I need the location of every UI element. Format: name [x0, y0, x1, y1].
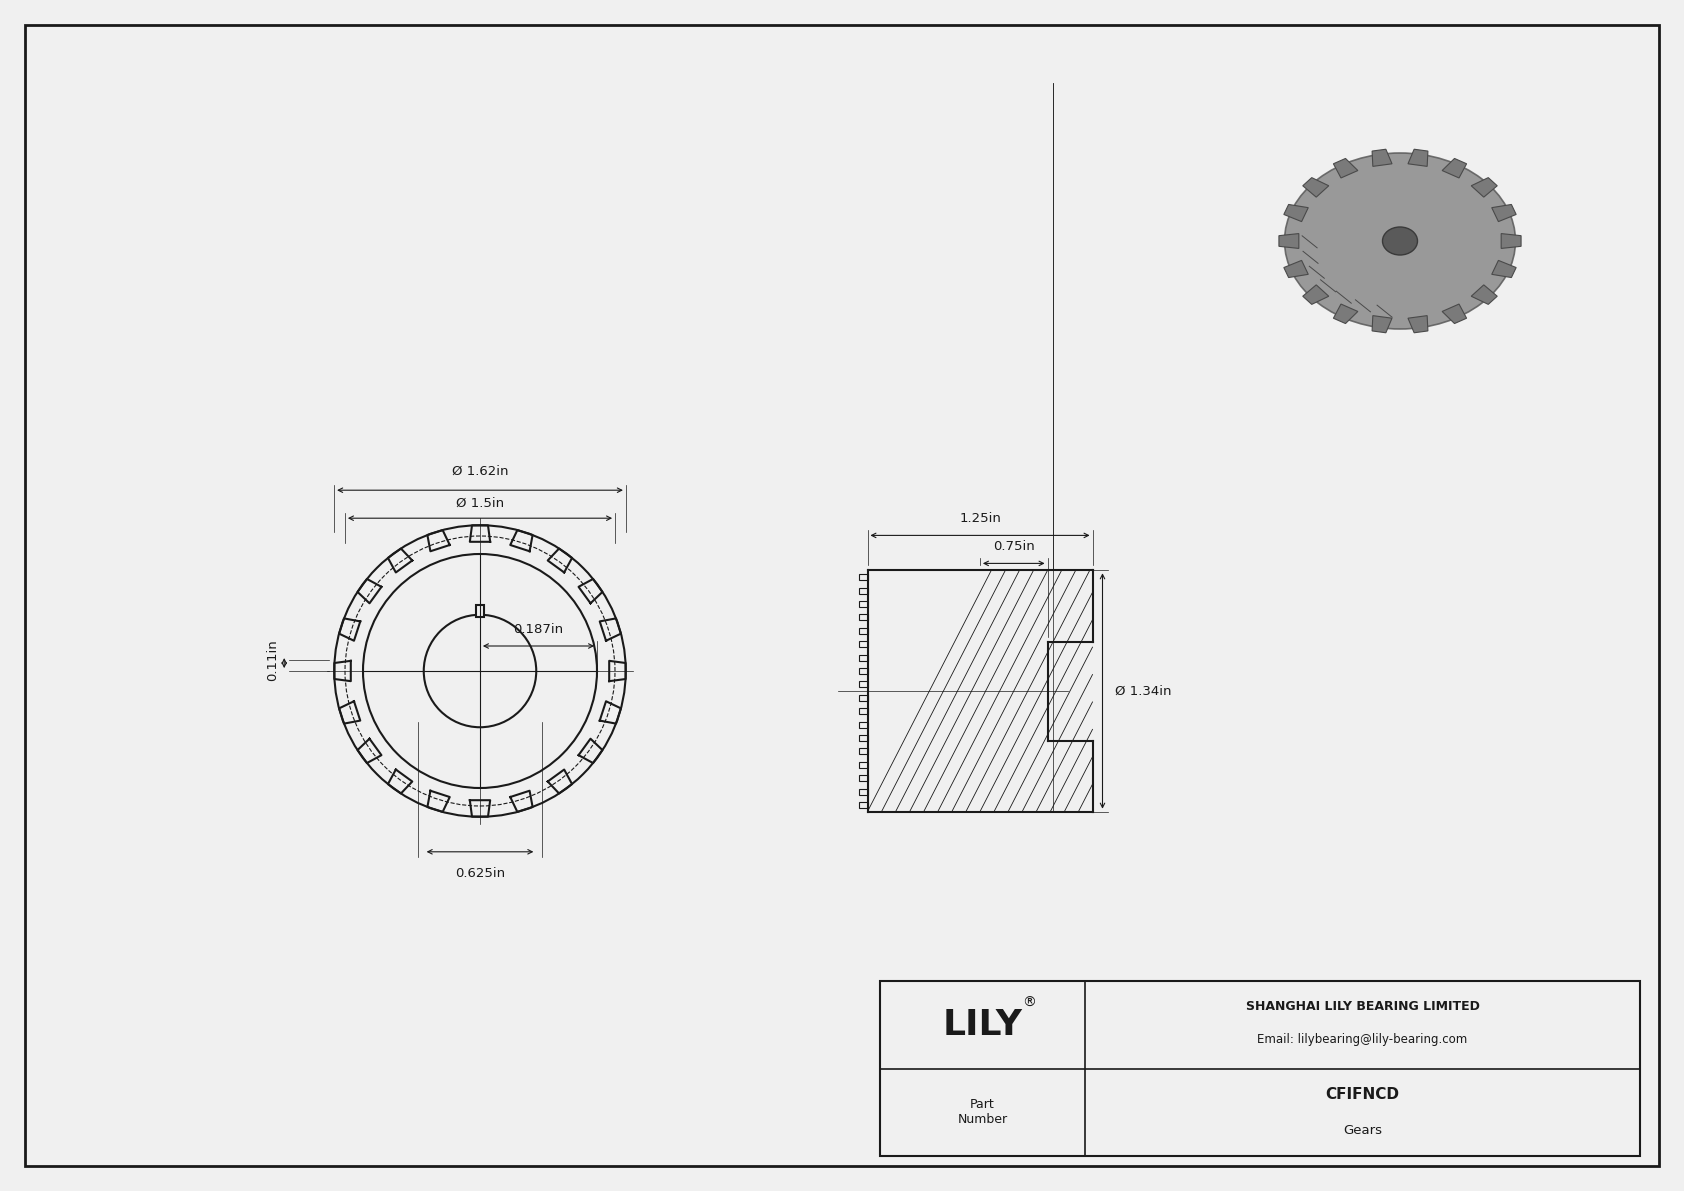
Bar [859, 574, 867, 580]
Polygon shape [1372, 149, 1393, 167]
Text: 0.11in: 0.11in [266, 640, 278, 681]
Bar [881, 981, 1640, 1156]
Bar [859, 681, 867, 687]
Polygon shape [1408, 149, 1428, 167]
Text: Ø 1.62in: Ø 1.62in [451, 466, 509, 479]
Bar [859, 775, 867, 781]
Text: 0.75in: 0.75in [994, 541, 1034, 554]
Polygon shape [1442, 158, 1467, 177]
Polygon shape [1278, 233, 1298, 249]
Polygon shape [1303, 177, 1329, 198]
Bar [859, 788, 867, 794]
Bar [859, 628, 867, 634]
Bar [859, 722, 867, 728]
Polygon shape [1283, 205, 1308, 222]
Text: 0.625in: 0.625in [455, 867, 505, 880]
Polygon shape [1372, 316, 1393, 332]
Bar [859, 748, 867, 754]
Text: Ø 1.5in: Ø 1.5in [456, 497, 504, 510]
Ellipse shape [1285, 152, 1516, 329]
Polygon shape [1334, 158, 1357, 177]
Text: SHANGHAI LILY BEARING LIMITED: SHANGHAI LILY BEARING LIMITED [1246, 1000, 1480, 1014]
Bar [859, 735, 867, 741]
Text: 1.25in: 1.25in [960, 512, 1000, 525]
Text: CFIFNCD: CFIFNCD [1325, 1086, 1399, 1102]
Text: LILY: LILY [943, 1008, 1022, 1042]
Polygon shape [1472, 177, 1497, 198]
Bar [859, 694, 867, 700]
Bar [859, 615, 867, 621]
Bar [859, 762, 867, 768]
Bar [859, 655, 867, 661]
Bar [859, 601, 867, 607]
Bar [859, 641, 867, 647]
Polygon shape [1472, 285, 1497, 305]
Text: Email: lilybearing@lily-bearing.com: Email: lilybearing@lily-bearing.com [1258, 1034, 1468, 1046]
Bar [859, 668, 867, 674]
Text: Gears: Gears [1344, 1124, 1383, 1136]
Bar [859, 709, 867, 715]
Bar [859, 802, 867, 807]
Polygon shape [1334, 304, 1357, 324]
Text: ®: ® [1022, 996, 1036, 1010]
Bar [477, 605, 483, 617]
Polygon shape [1303, 285, 1329, 305]
Polygon shape [1492, 261, 1516, 278]
Text: 0.187in: 0.187in [514, 623, 564, 636]
Polygon shape [1442, 304, 1467, 324]
Polygon shape [1500, 233, 1521, 249]
Bar [859, 587, 867, 593]
Polygon shape [1408, 316, 1428, 332]
Text: Ø 1.34in: Ø 1.34in [1115, 685, 1170, 698]
Polygon shape [1492, 205, 1516, 222]
Ellipse shape [1383, 227, 1418, 255]
Polygon shape [1283, 261, 1308, 278]
Text: Part
Number: Part Number [958, 1098, 1007, 1127]
